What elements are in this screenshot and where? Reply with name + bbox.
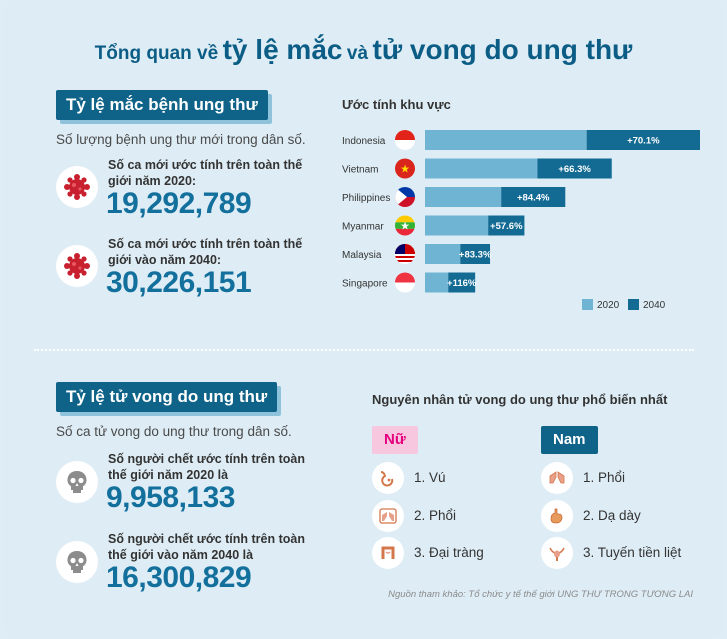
mortality-2020-value: 9,958,133: [106, 481, 235, 514]
virus-icon: [56, 245, 98, 287]
lungs-icon: [372, 500, 404, 532]
female-cause-2: 2. Phổi: [414, 508, 457, 523]
stomach-icon: [541, 500, 573, 532]
skull-icon: [56, 461, 98, 503]
flag-icon: [395, 272, 415, 293]
causes-title: Nguyên nhân tử vong do ung thư phổ biến …: [372, 392, 668, 407]
bar-2040: [586, 130, 700, 150]
title-part-3: và: [346, 43, 369, 64]
male-cause-2: 2. Dạ dày: [583, 508, 641, 523]
data-label: +84.4%: [517, 193, 550, 204]
bar-2040: [537, 158, 612, 179]
source-note: Nguồn tham khảo: Tổ chức y tế thế giới U…: [388, 589, 693, 600]
female-cause-3: 3. Đại tràng: [414, 545, 484, 560]
flag-icon: [395, 187, 415, 207]
data-label: +57.6%: [490, 221, 523, 232]
category-label: Indonesia: [342, 136, 386, 147]
bar-2020: [425, 130, 587, 150]
mortality-2040-label: Số người chết ước tính trên toàn thế giới…: [108, 532, 305, 562]
incidence-2020-value: 19,292,789: [106, 187, 252, 220]
mortality-2040-value: 16,300,829: [106, 561, 252, 594]
legend-swatch-2040: [628, 299, 639, 310]
colon-icon: [372, 537, 404, 569]
bar-2040: [460, 244, 491, 264]
flag-icon: ★: [395, 158, 415, 179]
mortality-desc: Số ca tử vong do ung thư trong dân số.: [56, 424, 292, 439]
title-part-4: tử vong do ung thư: [372, 34, 633, 65]
incidence-desc: Số lượng bệnh ung thư mới trong dân số.: [56, 132, 306, 147]
lungs-icon: [541, 462, 573, 494]
flag-icon: ★: [395, 215, 415, 236]
data-label: +66.3%: [558, 164, 591, 175]
data-label: +70.1%: [627, 136, 660, 147]
flag-icon: [395, 244, 415, 264]
bar-2020: [425, 244, 461, 264]
female-cause-1: 1. Vú: [414, 470, 446, 485]
bar-2020: [425, 158, 538, 179]
bar-2020: [425, 187, 502, 207]
category-label: Philippines: [342, 193, 390, 204]
regional-bar-chart: Indonesia +70.1% Vietnam ★ +66.3% Philippines…: [342, 130, 700, 311]
data-label: +83.3%: [459, 250, 492, 261]
category-label: Singapore: [342, 279, 388, 290]
male-tag: Nam: [541, 426, 598, 454]
bar-2040: [488, 215, 525, 236]
bar-2040: [501, 187, 566, 207]
category-label: Malaysia: [342, 250, 382, 261]
page-title: Tổng quan về tỷ lệ mắc và tử vong do ung…: [0, 34, 727, 66]
male-cause-3: 3. Tuyến tiền liệt: [583, 545, 682, 560]
title-part-2: tỷ lệ mắc: [222, 34, 343, 65]
flag-icon: [395, 130, 415, 150]
title-part-1: Tổng quan về: [94, 43, 219, 64]
bar-2040: [448, 272, 476, 293]
section-divider: [34, 349, 694, 351]
incidence-2040-label: Số ca mới ước tính trên toàn thế giới vào…: [108, 237, 303, 267]
data-label: +116%: [447, 278, 477, 289]
prostate-icon: [541, 537, 573, 569]
legend-label-2020: 2020: [597, 300, 620, 311]
bar-2020: [425, 272, 449, 293]
male-cause-1: 1. Phổi: [583, 470, 626, 485]
legend-swatch-2020: [582, 299, 593, 310]
virus-icon: [56, 166, 98, 208]
svg-text:★: ★: [400, 164, 410, 176]
mortality-2020-label: Số người chết ước tính trên toàn thế giới…: [108, 452, 305, 482]
bar-2020: [425, 215, 489, 236]
legend-label-2040: 2040: [643, 300, 666, 311]
incidence-tag: Tỷ lệ mắc bệnh ung thư: [56, 90, 268, 120]
chart-title: Ước tính khu vực: [342, 97, 451, 112]
mortality-tag: Tỷ lệ tử vong do ung thư: [56, 382, 278, 412]
female-tag: Nữ: [372, 426, 418, 454]
incidence-2040-value: 30,226,151: [106, 266, 252, 299]
category-label: Vietnam: [342, 165, 379, 176]
skull-icon: [56, 541, 98, 583]
breast-icon: [372, 462, 404, 494]
svg-text:★: ★: [400, 221, 410, 233]
incidence-2020-label: Số ca mới ước tính trên toàn thế giới năm…: [108, 158, 303, 188]
category-label: Myanmar: [342, 222, 384, 233]
